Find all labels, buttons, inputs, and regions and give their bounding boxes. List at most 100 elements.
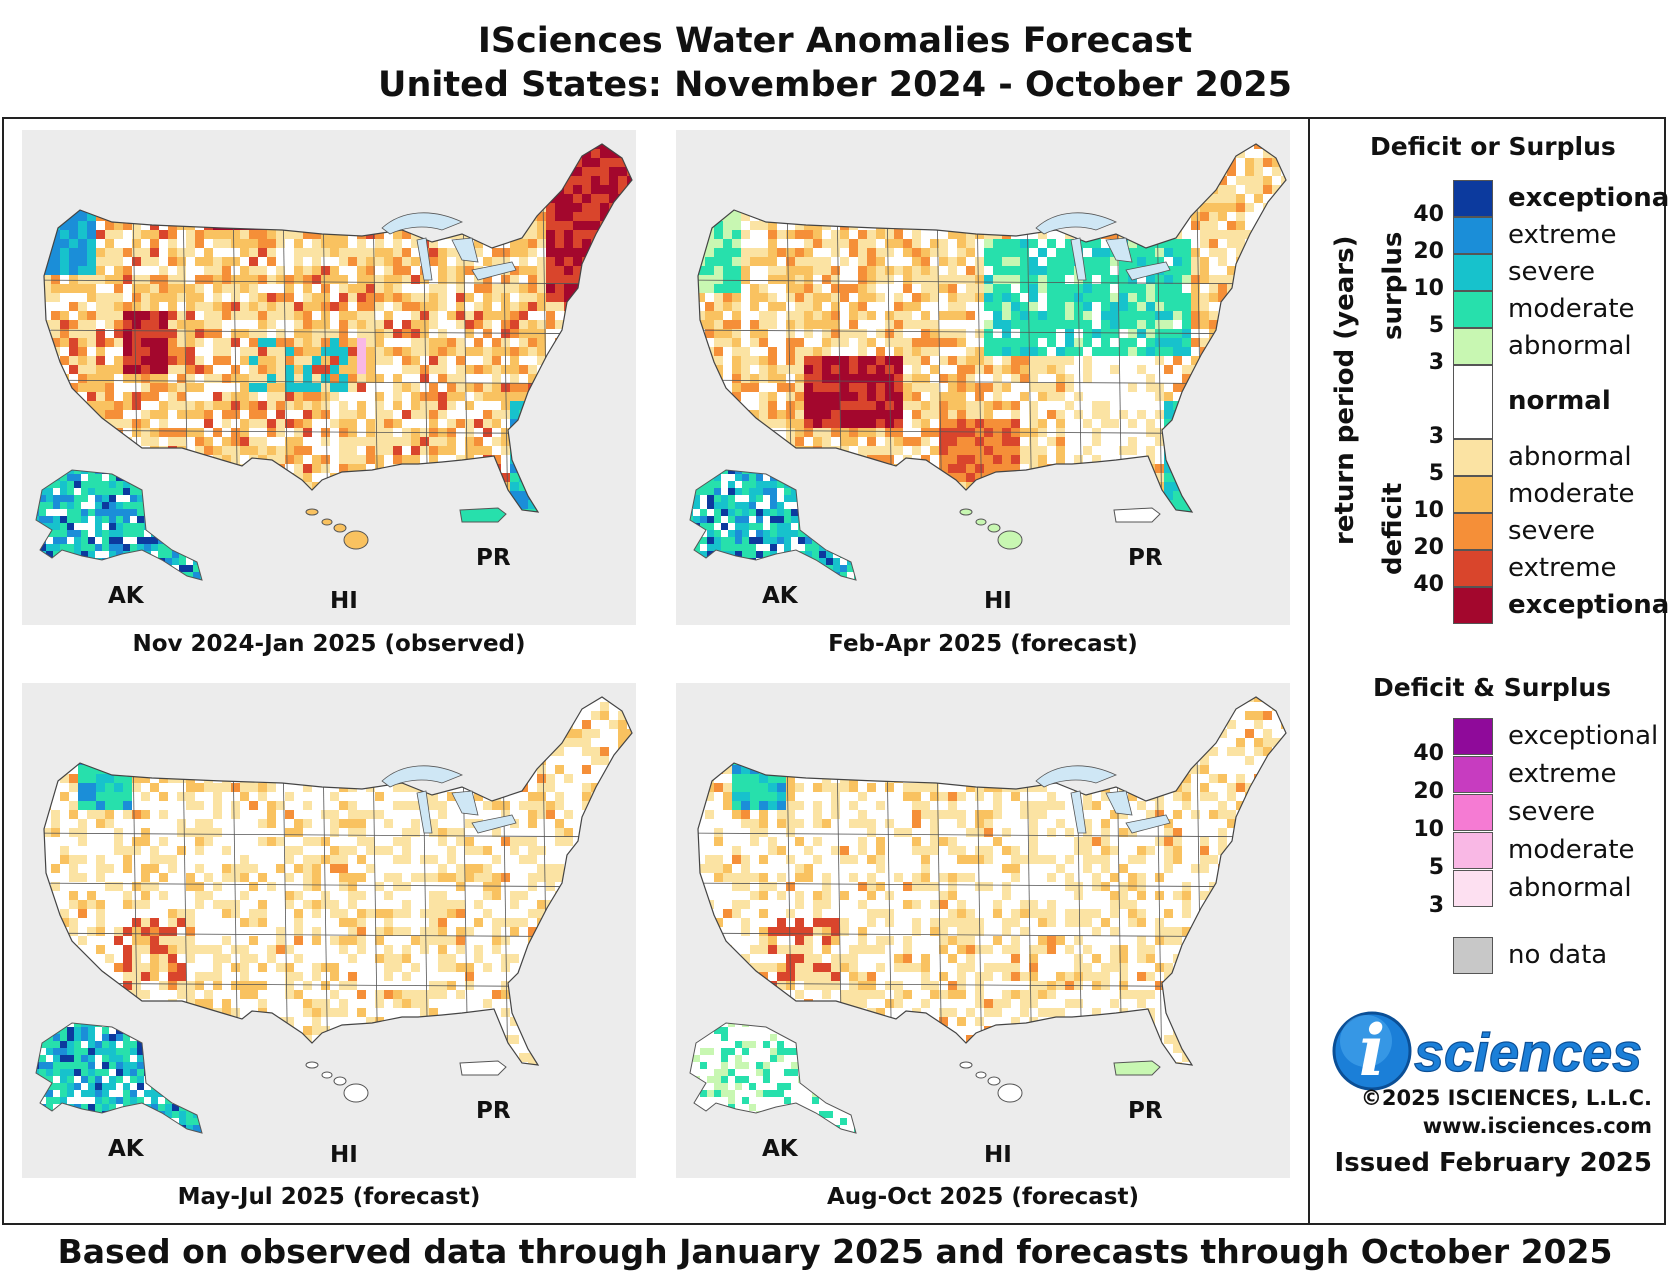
footer-note: Based on observed data through January 2…: [57, 1232, 1613, 1271]
panel-caption-may-jul: May-Jul 2025 (forecast): [177, 1184, 481, 1210]
legend-label-both-exceptional: exceptional: [1508, 721, 1659, 751]
puerto-rico: [1113, 1060, 1161, 1076]
legend-tick-surplus: 5: [1428, 313, 1444, 338]
legend-label-both-severe: severe: [1508, 797, 1596, 827]
map-panel-nov-jan: [22, 130, 636, 625]
us-outline: [43, 696, 633, 1066]
legend-label-normal: normal: [1508, 386, 1611, 416]
panel-caption-nov-jan: Nov 2024-Jan 2025 (observed): [132, 631, 526, 657]
legend-swatch-surplus-severe: [1453, 254, 1493, 291]
legend-label-deficit-exceptional: exceptional: [1508, 590, 1670, 620]
return-period-label: return period (years): [1330, 235, 1360, 545]
deficit-label: deficit: [1378, 482, 1408, 575]
region-label-ak: AK: [762, 583, 798, 609]
legend-label-both-extreme: extreme: [1508, 759, 1617, 789]
map-panel-feb-apr: [676, 130, 1290, 625]
region-label-hi: HI: [984, 1142, 1012, 1168]
legend-label-both-moderate: moderate: [1508, 835, 1635, 865]
legend-tick-surplus: 40: [1413, 202, 1444, 227]
puerto-rico: [1113, 507, 1161, 523]
legend-tick-surplus: 10: [1413, 276, 1444, 301]
legend-label-surplus-extreme: extreme: [1508, 220, 1617, 250]
legend-swatch-deficit-extreme: [1453, 550, 1493, 587]
hawaii-island: [321, 518, 333, 526]
alaska-outline: [35, 469, 203, 581]
legend-tick-deficit: 20: [1413, 535, 1444, 560]
legend-tick-surplus: 20: [1413, 239, 1444, 264]
hawaii-island: [305, 508, 319, 516]
panel-caption-aug-oct: Aug-Oct 2025 (forecast): [826, 1184, 1139, 1210]
legend-swatch-surplus-exceptional: [1453, 180, 1493, 217]
region-label-hi: HI: [984, 588, 1012, 614]
legend-swatch-deficit-abnormal: [1453, 439, 1493, 476]
logo-wordmark: sciences: [1414, 1023, 1642, 1083]
legend-swatch-deficit-moderate: [1453, 476, 1493, 513]
logo-letter: i: [1359, 1009, 1386, 1092]
legend-tick-both: 5: [1428, 855, 1444, 880]
legend-tick-deficit: 40: [1413, 572, 1444, 597]
region-label-pr: PR: [1128, 545, 1163, 571]
region-label-ak: AK: [762, 1136, 798, 1162]
panel-map-svg: [35, 143, 633, 581]
legend-label-surplus-moderate: moderate: [1508, 294, 1635, 324]
map-frame: [2, 117, 1666, 1225]
legend-tick-both: 40: [1413, 741, 1444, 766]
region-label-ak: AK: [108, 1136, 144, 1162]
region-label-pr: PR: [476, 545, 511, 571]
legend-title-deficit-and-surplus: Deficit & Surplus: [1373, 673, 1612, 702]
legend-label-surplus-severe: severe: [1508, 257, 1596, 287]
hawaii-island: [975, 1071, 987, 1079]
legend-swatch-both-moderate: [1453, 832, 1493, 869]
region-label-pr: PR: [1128, 1098, 1163, 1124]
region-label-hi: HI: [330, 1142, 358, 1168]
hawaii-island: [959, 1061, 973, 1069]
legend-divider: [1308, 117, 1310, 1225]
hawaii-island: [975, 518, 987, 526]
great-lakes: [1035, 765, 1171, 834]
puerto-rico: [459, 1060, 507, 1076]
chart-title-line2: United States: November 2024 - October 2…: [378, 65, 1292, 105]
panel-map-svg: [689, 143, 1287, 581]
legend-swatch-deficit-severe: [1453, 513, 1493, 550]
legend-swatch-surplus-moderate: [1453, 291, 1493, 328]
legend-swatch-both-severe: [1453, 794, 1493, 831]
website[interactable]: www.isciences.com: [1422, 1114, 1652, 1138]
hawaii-island: [959, 508, 973, 516]
us-outline: [697, 143, 1287, 513]
map-panel-aug-oct: [676, 683, 1290, 1178]
no-data-swatch: [1453, 937, 1493, 974]
legend-tick-deficit: 10: [1413, 498, 1444, 523]
legend-tick-surplus: 3: [1428, 350, 1444, 375]
legend-tick-both: 3: [1428, 893, 1444, 918]
puerto-rico: [459, 507, 507, 523]
hawaii-island: [305, 1061, 319, 1069]
great-lakes: [381, 765, 517, 834]
legend-label-deficit-extreme: extreme: [1508, 553, 1617, 583]
hawaii-island: [333, 523, 347, 533]
isciences-logo: i sciences: [1332, 1009, 1643, 1092]
legend-label-both-abnormal: abnormal: [1508, 873, 1632, 903]
no-data-label: no data: [1508, 940, 1608, 970]
us-outline: [43, 143, 633, 513]
region-label-pr: PR: [476, 1098, 511, 1124]
region-label-hi: HI: [330, 588, 358, 614]
great-lakes: [381, 212, 517, 281]
issued-date: Issued February 2025: [1334, 1148, 1652, 1178]
legend-tick-both: 20: [1413, 779, 1444, 804]
alaska-outline: [35, 1022, 203, 1134]
hawaii-island: [997, 530, 1023, 550]
region-label-ak: AK: [108, 583, 144, 609]
legend-swatch-normal: [1453, 365, 1493, 439]
legend-label-deficit-abnormal: abnormal: [1508, 442, 1632, 472]
alaska-outline: [689, 1022, 857, 1134]
legend-swatch-surplus-abnormal: [1453, 328, 1493, 365]
panel-map-svg: [35, 696, 633, 1134]
legend-title-deficit-or-surplus: Deficit or Surplus: [1370, 132, 1616, 161]
panel-map-svg: [689, 696, 1287, 1134]
hawaii-island: [997, 1083, 1023, 1103]
us-outline: [697, 696, 1287, 1066]
legend-swatch-both-abnormal: [1453, 870, 1493, 907]
hawaii-island: [987, 523, 1001, 533]
great-lakes: [1035, 212, 1171, 281]
map-panel-may-jul: [22, 683, 636, 1178]
